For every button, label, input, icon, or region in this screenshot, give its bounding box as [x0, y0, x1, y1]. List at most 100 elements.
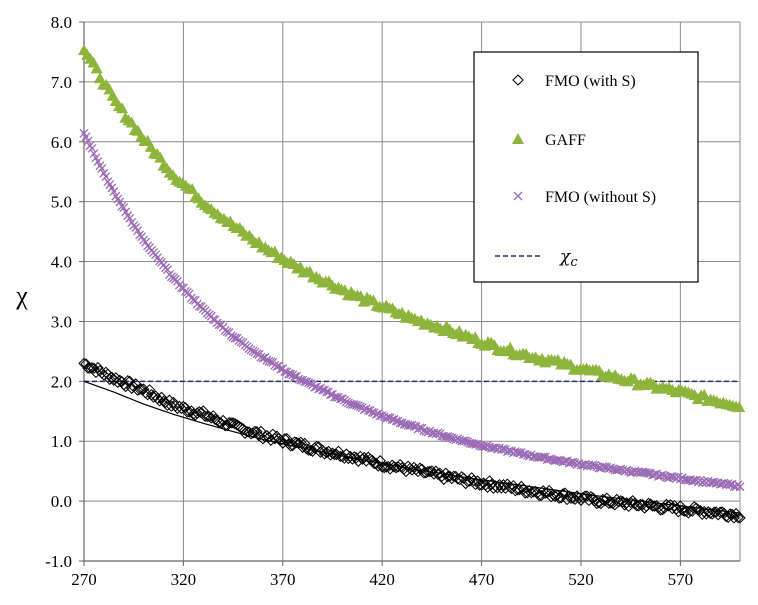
- data-point: [630, 499, 643, 512]
- data-point: [286, 369, 296, 379]
- data-point: [205, 412, 217, 424]
- data-point: [676, 504, 689, 516]
- data-point: [90, 62, 103, 74]
- data-point: [197, 405, 209, 417]
- axes: -1.0 0.0 1.0 2.0 3.0 4.0 5.0 6.0 7.0 8.0 270 320 370…: [45, 13, 740, 589]
- data-point: [112, 376, 124, 389]
- data-point: [374, 455, 386, 467]
- x-tick-label: 570: [668, 570, 694, 589]
- data-point: [116, 375, 128, 388]
- data-point: [330, 448, 343, 461]
- data-point: [422, 465, 434, 478]
- data-point: [109, 187, 119, 197]
- data-point: [131, 384, 144, 396]
- data-point: [426, 465, 438, 477]
- y-tick-label: 1.0: [51, 432, 72, 451]
- data-point: [658, 470, 667, 480]
- data-point: [409, 421, 419, 431]
- legend: FMO (with S) GAFF FMO (without S) χc: [473, 51, 699, 283]
- data-point: [498, 444, 508, 454]
- data-point: [322, 445, 335, 458]
- data-point: [539, 487, 551, 499]
- data-point: [275, 434, 287, 446]
- legend-box: [473, 51, 699, 283]
- data-point: [473, 479, 486, 491]
- data-point: [567, 492, 579, 504]
- legend-label: FMO (with S): [545, 73, 636, 90]
- data-point: [248, 346, 258, 356]
- legend-item: GAFF: [512, 132, 586, 149]
- data-point: [87, 143, 97, 153]
- data-point: [217, 414, 229, 427]
- data-point: [280, 367, 290, 377]
- x-tick-label: 370: [270, 570, 296, 589]
- data-point: [147, 391, 160, 403]
- fit-line: [83, 380, 741, 514]
- data-point: [199, 410, 211, 423]
- series-layer: [78, 44, 746, 524]
- data-point: [461, 475, 474, 488]
- y-tick-label: 4.0: [51, 253, 72, 272]
- data-point: [84, 362, 96, 374]
- data-point: [491, 482, 504, 494]
- data-point: [219, 419, 231, 432]
- data-point: [620, 497, 633, 509]
- y-tick-label: -1.0: [45, 552, 72, 571]
- data-point: [133, 226, 143, 236]
- data-point: [512, 447, 522, 457]
- data-point: [153, 395, 166, 407]
- y-tick-label: 6.0: [51, 133, 72, 152]
- x-tick-label: 320: [171, 570, 197, 589]
- data-point: [155, 391, 168, 404]
- data-point: [728, 512, 740, 524]
- data-point: [97, 164, 107, 173]
- data-point: [485, 478, 498, 491]
- data-point: [463, 475, 476, 487]
- data-point: [561, 493, 573, 506]
- data-point: [290, 436, 303, 449]
- x-tick-label: 470: [469, 570, 495, 589]
- data-point: [483, 475, 496, 487]
- data-point: [322, 387, 331, 397]
- legend-marker: [513, 191, 523, 201]
- data-point: [251, 426, 263, 438]
- data-point: [733, 401, 746, 413]
- data-point: [678, 505, 691, 517]
- legend-label: FMO (without S): [545, 189, 656, 206]
- data-point: [290, 372, 300, 381]
- data-point: [165, 400, 178, 412]
- data-point: [613, 496, 625, 508]
- y-tick-label: 8.0: [51, 13, 72, 32]
- data-point: [654, 504, 667, 516]
- data-point: [640, 500, 653, 512]
- data-point: [553, 492, 565, 504]
- data-point: [513, 483, 526, 496]
- data-point: [358, 451, 370, 464]
- data-point: [664, 499, 677, 511]
- data-point: [734, 512, 746, 524]
- data-point: [296, 441, 309, 454]
- data-point: [636, 498, 649, 511]
- data-point: [133, 383, 146, 396]
- data-point: [328, 448, 341, 461]
- data-point: [181, 406, 194, 418]
- y-tick-label: 5.0: [51, 193, 72, 212]
- data-point: [496, 445, 506, 455]
- data-point: [720, 510, 732, 523]
- data-point: [256, 352, 266, 362]
- y-tick-label: 3.0: [51, 312, 72, 331]
- data-point: [269, 432, 281, 445]
- data-point: [106, 371, 118, 384]
- data-point: [735, 482, 745, 492]
- data-point: [332, 445, 345, 458]
- data-point: [281, 432, 293, 445]
- data-point: [648, 500, 661, 512]
- data-point: [194, 301, 204, 311]
- data-point: [159, 396, 172, 409]
- data-point: [646, 500, 659, 512]
- data-point: [626, 495, 639, 507]
- data-point: [665, 472, 675, 482]
- data-point: [595, 497, 607, 510]
- legend-label: GAFF: [545, 132, 586, 149]
